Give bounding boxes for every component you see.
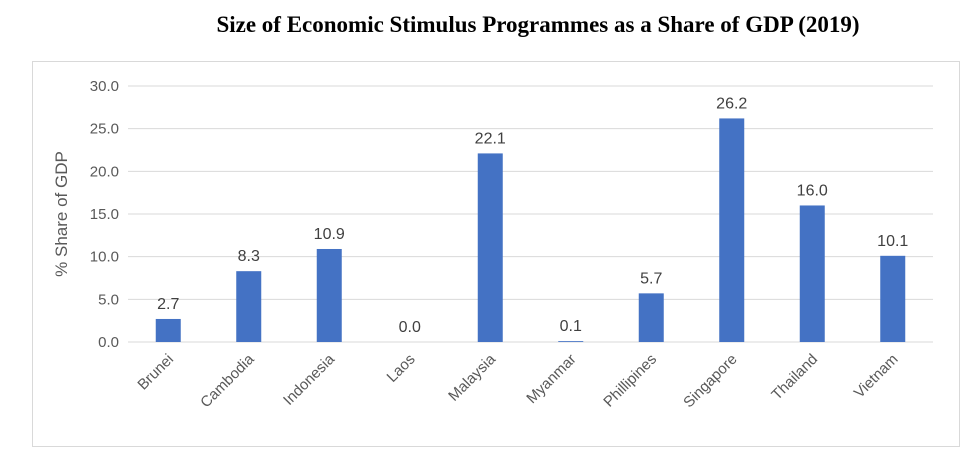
category-label: Cambodia bbox=[197, 350, 258, 411]
data-label: 5.7 bbox=[640, 270, 662, 287]
chart-title: Size of Economic Stimulus Programmes as … bbox=[216, 12, 860, 37]
category-label: Laos bbox=[384, 351, 419, 386]
data-label: 10.1 bbox=[877, 233, 908, 250]
bar bbox=[316, 248, 342, 342]
y-tick-label: 20.0 bbox=[90, 163, 119, 180]
category-label: Indonesia bbox=[280, 350, 338, 408]
bar bbox=[719, 118, 745, 342]
data-label: 0.1 bbox=[560, 318, 582, 335]
category-label: Brunei bbox=[134, 351, 177, 394]
category-label: Phillipines bbox=[600, 351, 660, 411]
chart-frame bbox=[32, 61, 960, 447]
gridlines bbox=[128, 85, 933, 343]
bar bbox=[477, 153, 503, 342]
y-tick-label: 10.0 bbox=[90, 249, 119, 266]
data-label: 8.3 bbox=[238, 248, 260, 265]
bar bbox=[155, 318, 181, 342]
data-label: 10.9 bbox=[314, 226, 345, 243]
bar bbox=[799, 205, 825, 342]
y-tick-label: 25.0 bbox=[90, 121, 119, 138]
category-label: Malaysia bbox=[445, 350, 499, 404]
bar bbox=[558, 341, 584, 342]
bar bbox=[638, 293, 664, 342]
category-label: Singapore bbox=[680, 351, 740, 411]
data-label: 26.2 bbox=[716, 95, 747, 112]
y-tick-label: 30.0 bbox=[90, 78, 119, 95]
category-labels: Brunei Cambodia Indonesia Laos Malaysia Myanm… bbox=[134, 350, 901, 411]
bars bbox=[155, 118, 906, 342]
category-label: Vietnam bbox=[851, 351, 902, 402]
y-axis-title: % Share of GDP bbox=[52, 151, 71, 277]
y-tick-label: 0.0 bbox=[98, 334, 119, 351]
category-label: Myanmar bbox=[523, 351, 579, 407]
category-label: Thailand bbox=[768, 351, 821, 404]
data-label: 0.0 bbox=[399, 319, 421, 336]
bar bbox=[236, 271, 262, 342]
y-tick-label: 5.0 bbox=[98, 291, 119, 308]
bar bbox=[880, 255, 906, 342]
data-label: 16.0 bbox=[797, 182, 828, 199]
y-tick-labels: 0.0 5.0 10.0 15.0 20.0 25.0 30.0 bbox=[90, 78, 119, 351]
data-labels: 2.7 8.3 10.9 0.0 22.1 0.1 5.7 26.2 16.0 10.1 bbox=[157, 95, 908, 336]
data-label: 22.1 bbox=[475, 130, 506, 147]
data-label: 2.7 bbox=[157, 296, 179, 313]
y-tick-label: 15.0 bbox=[90, 206, 119, 223]
